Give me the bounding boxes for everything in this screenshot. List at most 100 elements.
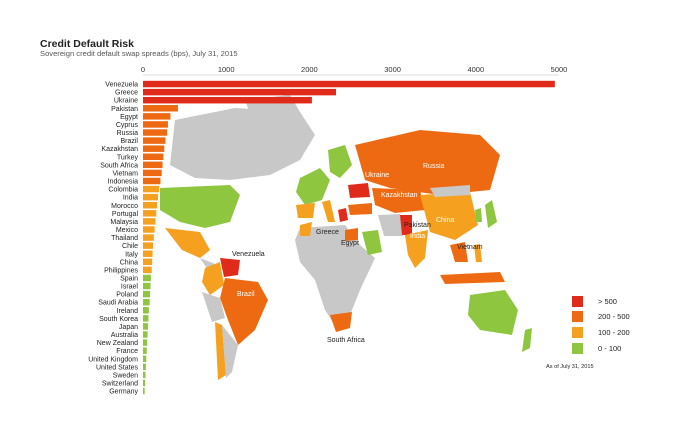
bar (143, 218, 156, 225)
category-label: United Kingdom (88, 356, 138, 363)
bar (143, 121, 168, 128)
bar (143, 80, 555, 88)
category-label: Saudi Arabia (98, 300, 138, 307)
map-colombia (202, 262, 224, 295)
category-label: Russia (117, 130, 139, 137)
map-label: South Africa (327, 337, 365, 344)
map-label: Vietnam (457, 244, 483, 251)
legend-label: 100 - 200 (598, 328, 630, 337)
category-label: Philippines (104, 267, 138, 274)
map-australia (468, 290, 518, 335)
map-africa (295, 225, 375, 330)
bar (143, 145, 165, 152)
map-mexico (165, 228, 210, 258)
bar (143, 105, 178, 112)
bar (143, 315, 149, 322)
map-europe-west (296, 168, 330, 205)
x-tick-label: 5000 (551, 65, 568, 74)
map-india (405, 230, 428, 268)
map-label: Egypt (341, 240, 359, 247)
bar (143, 202, 158, 209)
bar (143, 371, 146, 379)
x-tick-label: 3000 (384, 65, 401, 74)
bars (143, 80, 555, 395)
bar (143, 153, 164, 160)
map-pakistan (400, 215, 412, 235)
world-map (160, 95, 532, 380)
legend-label: 0 - 100 (598, 344, 622, 353)
category-label: France (116, 348, 138, 355)
bar (143, 274, 151, 282)
bar (143, 161, 163, 169)
map-mongolia (430, 185, 470, 197)
category-label: Portugal (112, 211, 139, 218)
map-peru (202, 292, 225, 322)
map-label: India (410, 233, 425, 240)
category-label: Italy (125, 251, 138, 258)
category-label: Turkey (117, 154, 139, 161)
map-iran (378, 214, 403, 236)
map-scandinavia (328, 145, 352, 178)
as-of-note: As of July 31, 2015 (546, 364, 594, 370)
category-label: Indonesia (108, 179, 138, 186)
map-label: Greece (316, 229, 339, 236)
category-label: New Zealand (97, 340, 138, 347)
x-tick-label: 0 (141, 65, 145, 74)
category-label: Malaysia (110, 219, 138, 226)
bar (143, 250, 153, 257)
bar (143, 298, 150, 306)
bar (143, 363, 146, 371)
category-label: Venezuela (105, 82, 138, 89)
map-brazil (220, 278, 268, 345)
map-egypt (345, 228, 358, 241)
category-label: Australia (111, 332, 138, 339)
map-southeast-asia (450, 242, 468, 262)
x-tick-label: 2000 (301, 65, 318, 74)
map-spain-portugal (296, 203, 315, 218)
category-label: Chile (122, 243, 138, 250)
category-label: Pakistan (111, 106, 138, 113)
map-japan (485, 200, 497, 228)
bar (143, 88, 337, 96)
bar (143, 290, 151, 298)
category-label: South Africa (100, 162, 138, 169)
category-label: Thailand (111, 235, 138, 242)
bar (143, 210, 157, 217)
bar (143, 185, 160, 193)
map-greenland (245, 95, 300, 135)
bar (143, 323, 148, 330)
bar (143, 387, 145, 395)
legend-label: 200 - 500 (598, 312, 630, 321)
category-label: China (120, 259, 138, 266)
category-label: Germany (109, 389, 138, 396)
map-italy (322, 200, 335, 222)
map-south-africa (330, 312, 352, 332)
bar (143, 242, 153, 249)
legend-swatch (572, 327, 583, 338)
bar (143, 193, 158, 201)
bar (143, 355, 147, 362)
category-label: United States (96, 364, 139, 371)
chart-title: Credit Default Risk (40, 38, 134, 50)
bar (143, 347, 147, 354)
category-label: Cyprus (116, 122, 139, 129)
bar (143, 282, 151, 290)
bar (143, 226, 155, 233)
map-label: Brazil (237, 291, 255, 298)
category-label: Spain (120, 276, 138, 283)
category-label: Mexico (116, 227, 138, 234)
bar (143, 258, 153, 266)
map-korea (475, 208, 482, 222)
map-ukraine (348, 183, 370, 198)
map-argentina (222, 325, 238, 378)
map-russia (355, 130, 500, 195)
bar (143, 129, 168, 136)
bar (143, 113, 171, 120)
bar (143, 234, 154, 241)
map-label: Ukraine (365, 172, 389, 179)
category-label: Morocco (111, 203, 138, 210)
map-kazakhstan (372, 188, 425, 213)
x-tick-label: 1000 (218, 65, 235, 74)
